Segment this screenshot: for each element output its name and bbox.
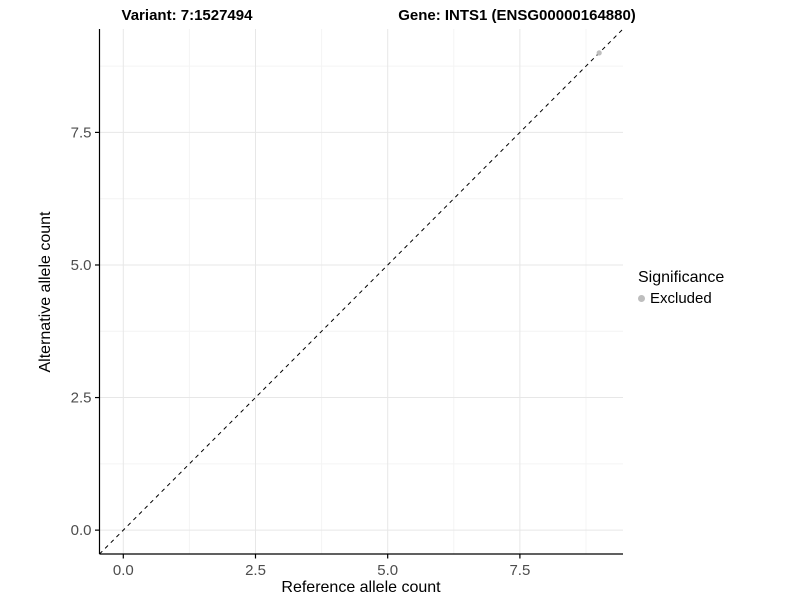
x-tick-label: 7.5 — [509, 562, 530, 579]
legend-item-excluded: Excluded — [638, 290, 724, 307]
plot-title-variant: Variant: 7:1527494 — [121, 7, 253, 24]
legend: Significance Excluded — [638, 269, 724, 307]
identity-reference-line — [99, 28, 624, 555]
y-tick-label: 2.5 — [71, 390, 92, 407]
legend-title: Significance — [638, 269, 725, 286]
x-axis-title: Reference allele count — [281, 579, 441, 596]
legend-item-label: Excluded — [650, 290, 712, 307]
x-tick-label: 5.0 — [377, 562, 398, 579]
y-tick-label: 0.0 — [71, 522, 92, 539]
data-point-excluded — [596, 50, 602, 56]
x-tick-label: 2.5 — [245, 562, 266, 579]
legend-key-dot-icon — [638, 295, 645, 302]
x-tick-label: 0.0 — [113, 562, 134, 579]
plot-title-gene: Gene: INTS1 (ENSG00000164880) — [398, 7, 636, 24]
y-tick-label: 7.5 — [71, 124, 92, 141]
y-tick-label: 5.0 — [71, 257, 92, 274]
y-axis-title: Alternative allele count — [37, 211, 54, 373]
